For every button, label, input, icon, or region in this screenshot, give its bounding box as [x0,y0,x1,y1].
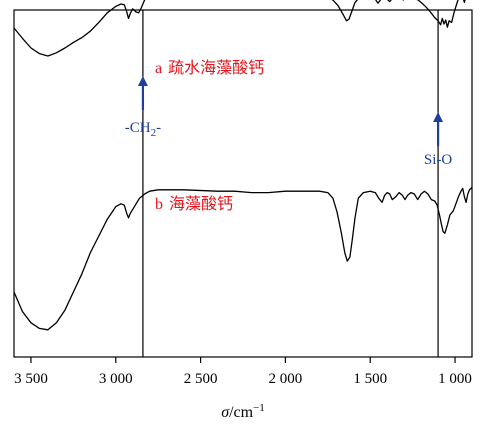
series-label-prefix: b [155,196,163,213]
marker-arrow-head [433,112,444,122]
x-tick-label: 3 000 [99,371,133,387]
plot-frame [13,9,473,358]
x-axis-unit-exponent: −1 [253,402,265,414]
x-axis-unit: /cm [229,404,254,421]
x-tick-label: 1 000 [438,371,472,387]
marker-label: Si-O [424,152,453,168]
series-label-text: 疏水海藻酸钙 [168,58,264,77]
series-labels: a 疏水海藻酸钙 b 海藻酸钙 [155,58,264,213]
series-label-a: a 疏水海藻酸钙 [155,58,264,77]
x-tick-label: 2 000 [269,371,303,387]
x-tick-label: 1 500 [353,371,387,387]
marker-label: -CH2- [125,120,161,139]
marker-label-text: -CH [125,120,151,136]
x-axis-variable: σ [221,404,230,421]
band-markers: -CH2- Si-O [125,10,453,357]
marker-arrow-head [137,76,148,86]
series-label-prefix: a [155,60,162,77]
marker-label-suffix: - [156,120,161,136]
series-line-a [13,0,466,57]
series-label-text: 海藻酸钙 [169,194,233,213]
x-tick-label: 3 500 [14,371,48,387]
x-axis-ticks: 3 500 3 000 2 500 2 000 1 500 1 000 [14,357,472,387]
spectrum-curves [13,0,473,331]
marker-label-text: Si-O [424,152,453,168]
series-line-b [13,186,473,331]
x-tick-label: 2 500 [184,371,218,387]
series-label-b: b 海藻酸钙 [155,194,233,213]
marker-label-subscript: 2 [151,127,157,139]
x-axis-title: σ/cm−1 [221,402,265,421]
